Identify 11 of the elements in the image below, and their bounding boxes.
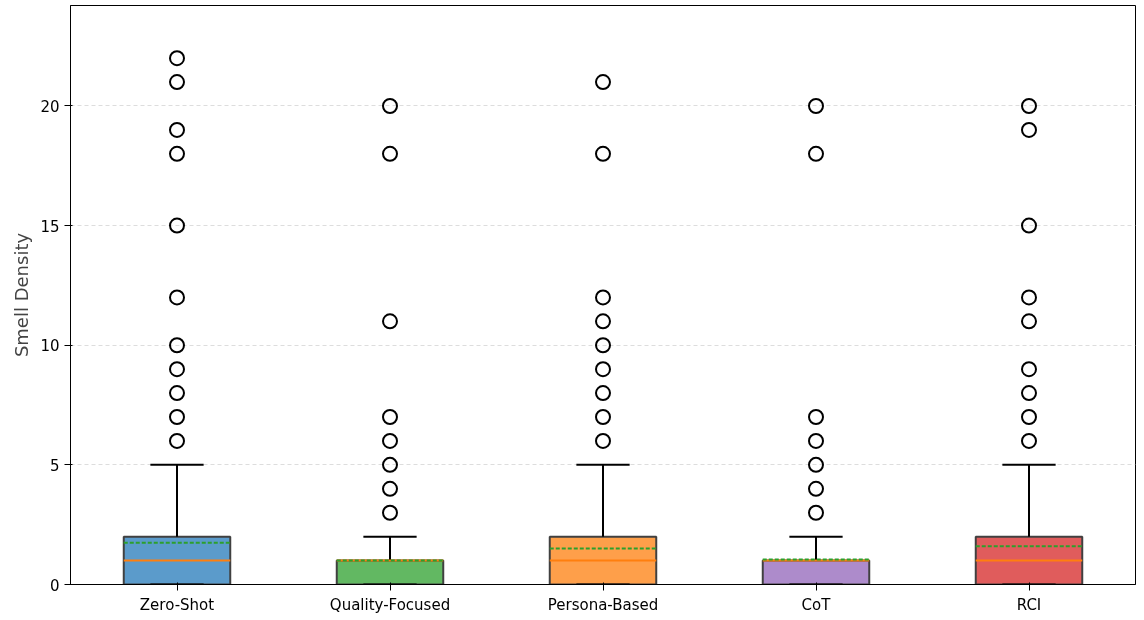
x-tick-label: Quality-Focused bbox=[329, 595, 451, 614]
y-tick-label: 5 bbox=[49, 456, 60, 475]
y-tick-label: 20 bbox=[40, 97, 60, 116]
y-tick-label: 10 bbox=[40, 337, 60, 356]
x-tick-label: Zero-Shot bbox=[139, 595, 215, 614]
x-tick-label: RCI bbox=[1016, 595, 1042, 614]
y-axis-title: Smell Density bbox=[11, 232, 33, 358]
x-tick-label: Persona-Based bbox=[547, 595, 659, 614]
x-tick-label: CoT bbox=[801, 595, 832, 614]
y-tick-label: 0 bbox=[49, 576, 60, 595]
y-tick-label: 15 bbox=[40, 217, 60, 236]
